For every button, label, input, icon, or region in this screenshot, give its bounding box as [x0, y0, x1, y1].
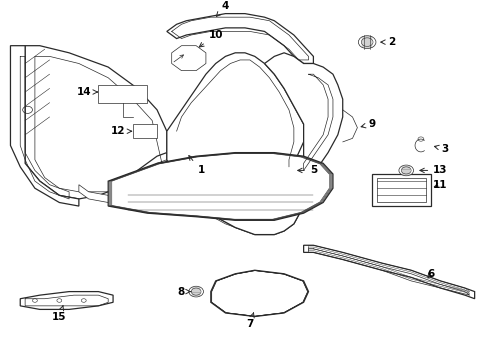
Polygon shape — [10, 46, 79, 206]
Text: 13: 13 — [420, 166, 448, 175]
Polygon shape — [79, 181, 323, 217]
Text: 5: 5 — [298, 166, 317, 175]
Polygon shape — [265, 53, 343, 206]
Polygon shape — [108, 153, 333, 220]
Text: 6: 6 — [427, 269, 434, 279]
Text: 10: 10 — [199, 30, 223, 47]
Text: 1: 1 — [189, 156, 205, 175]
Text: 8: 8 — [178, 287, 191, 297]
Circle shape — [418, 137, 424, 141]
Circle shape — [189, 286, 203, 297]
Polygon shape — [372, 174, 431, 206]
Text: 2: 2 — [381, 37, 395, 47]
Circle shape — [399, 165, 414, 176]
Polygon shape — [20, 292, 113, 309]
Text: 12: 12 — [111, 126, 131, 136]
Text: 9: 9 — [361, 119, 376, 129]
Polygon shape — [172, 46, 206, 71]
Polygon shape — [133, 124, 157, 138]
Polygon shape — [98, 85, 147, 103]
Circle shape — [358, 36, 376, 49]
Text: 11: 11 — [433, 180, 448, 190]
Text: 4: 4 — [217, 1, 229, 16]
Polygon shape — [25, 46, 304, 235]
Polygon shape — [167, 14, 314, 63]
Text: 14: 14 — [76, 87, 98, 97]
Text: 7: 7 — [246, 313, 254, 329]
Polygon shape — [211, 270, 309, 316]
Polygon shape — [167, 53, 304, 235]
Text: 3: 3 — [435, 144, 449, 154]
Text: 15: 15 — [52, 306, 67, 321]
Polygon shape — [304, 245, 475, 299]
